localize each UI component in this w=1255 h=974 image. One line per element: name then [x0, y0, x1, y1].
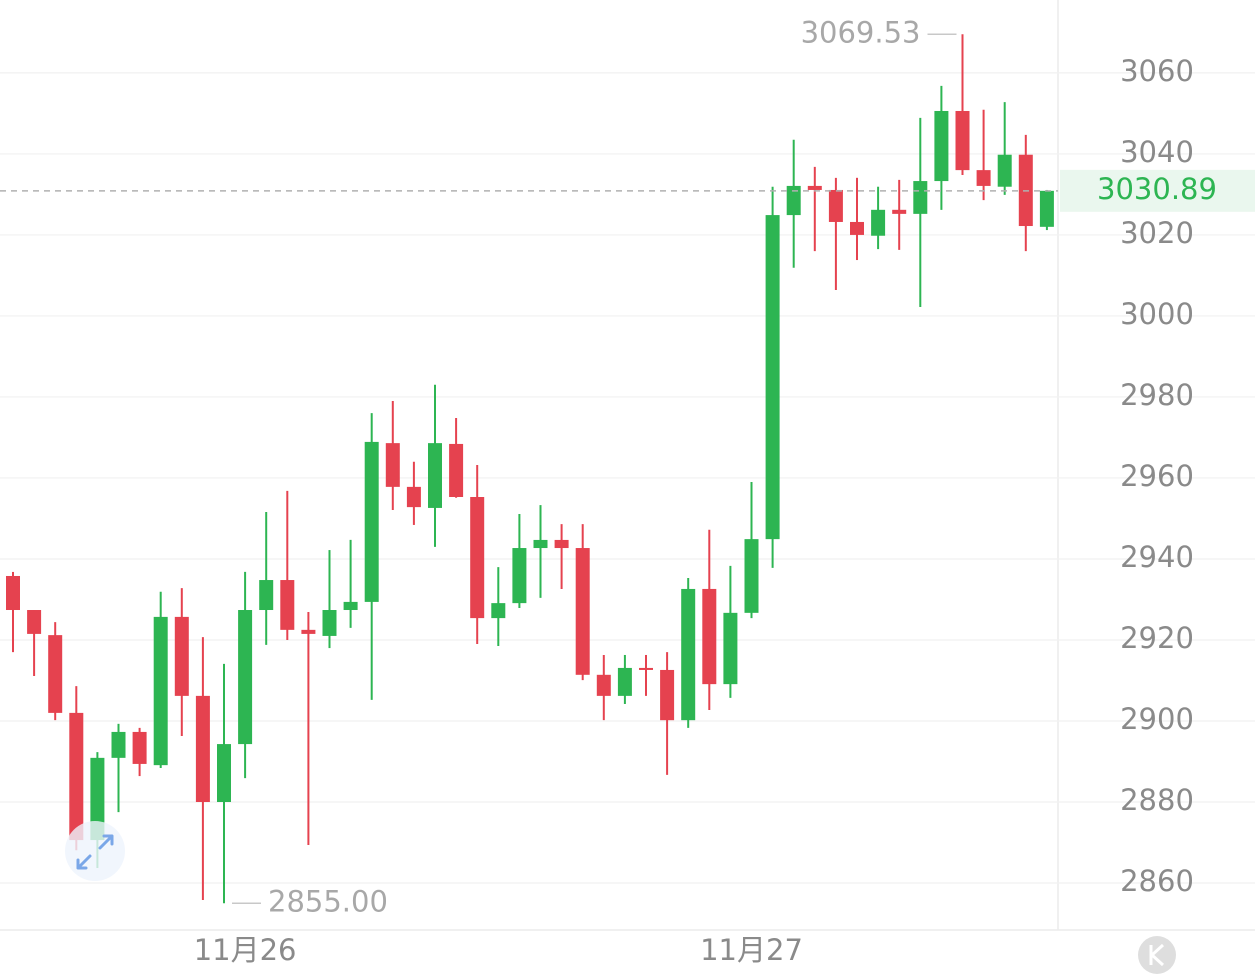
expand-icon-bg [65, 821, 125, 881]
candle-body [238, 610, 253, 745]
candle-body [364, 441, 379, 602]
candle-body [639, 667, 653, 670]
y-tick-label: 2980 [1120, 378, 1194, 412]
candle-body [765, 215, 780, 540]
candle-body [27, 610, 42, 634]
candle-body [322, 610, 337, 636]
candle-body [871, 209, 886, 236]
candle-body [934, 110, 949, 182]
candle-body [132, 731, 147, 764]
candle-body [913, 181, 928, 214]
candle-body [174, 616, 189, 696]
candle-body [153, 616, 168, 766]
last-price-tag [1060, 169, 1255, 212]
candle-body [702, 588, 717, 685]
candle-body [1039, 190, 1054, 227]
candle-body [428, 443, 442, 508]
candle-body [596, 674, 611, 696]
candle-body [280, 580, 295, 630]
candle-body [69, 712, 84, 841]
candle-body [48, 635, 63, 713]
candle-body [195, 695, 210, 803]
kline-button-glyph [1149, 943, 1165, 967]
expand-icon [76, 834, 114, 870]
candle-body [807, 185, 822, 190]
candle-body [533, 539, 548, 549]
candle-body [301, 629, 316, 634]
candle-body [217, 744, 231, 803]
y-tick-label: 2880 [1120, 783, 1194, 817]
y-tick-label: 2960 [1120, 459, 1194, 493]
candle-body [449, 443, 464, 497]
y-tick-label: 2860 [1120, 864, 1194, 898]
candle-body [512, 548, 527, 604]
candle-body [6, 575, 20, 611]
candle-body [385, 443, 400, 487]
y-tick-label: 3020 [1120, 216, 1194, 250]
min-label: 2855.00 [268, 884, 388, 918]
candle-body [744, 539, 759, 613]
candle-body [660, 669, 675, 721]
candle-body [111, 731, 126, 758]
candle-body [786, 185, 801, 216]
y-tick-label: 3000 [1120, 297, 1194, 331]
y-tick-label: 3060 [1120, 54, 1194, 88]
last-price-label: 3030.89 [1097, 172, 1217, 206]
y-tick-label: 2900 [1120, 702, 1194, 736]
kline-button [1138, 936, 1176, 974]
candle-body [828, 189, 843, 222]
y-tick-label: 3040 [1120, 135, 1194, 169]
candle-body [976, 170, 991, 186]
candle-body [681, 588, 696, 721]
candle-body [259, 580, 274, 611]
y-tick-label: 2940 [1120, 540, 1194, 574]
candle-body [470, 496, 485, 619]
candle-body [997, 154, 1012, 187]
candle-body [491, 603, 506, 619]
candle-body [617, 667, 632, 696]
candle-body [406, 486, 421, 508]
candle-body [723, 612, 738, 685]
x-tick-label: 11月27 [700, 933, 803, 967]
candle-body [892, 209, 907, 214]
candle-body [343, 601, 358, 611]
candle-body [554, 539, 569, 549]
x-tick-label: 11月26 [194, 933, 297, 967]
candle-body [90, 757, 105, 841]
y-tick-label: 2920 [1120, 621, 1194, 655]
candle-body [850, 221, 864, 235]
candle-body [955, 110, 970, 171]
max-label: 3069.53 [801, 15, 921, 49]
candle-body [575, 548, 590, 675]
